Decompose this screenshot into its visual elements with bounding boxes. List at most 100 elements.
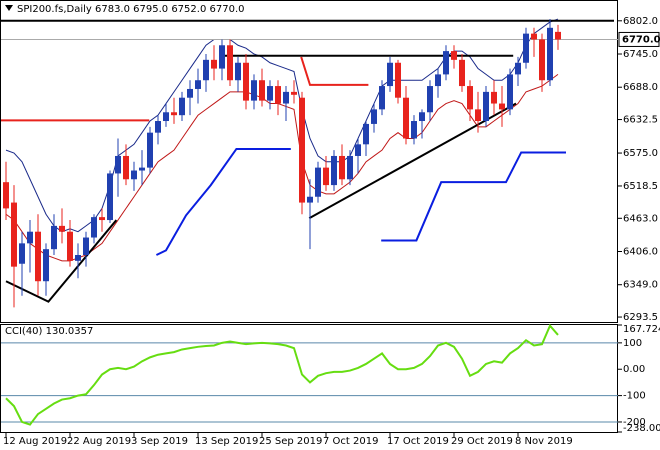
y-tick-label: -238.009: [623, 423, 660, 434]
y-tick-label: 6632.5: [623, 115, 658, 126]
candle-body: [115, 155, 121, 174]
candle-body: [443, 51, 449, 75]
candle-body: [419, 112, 425, 122]
y-tick-label: 6463.0: [623, 213, 658, 224]
candle-body: [219, 45, 225, 69]
candle-body: [515, 62, 521, 75]
x-tick-label: 17 Oct 2019: [387, 436, 449, 447]
candle-body: [211, 59, 217, 69]
overlay-line: [5, 219, 118, 303]
candle-body: [451, 51, 457, 60]
candle-body: [459, 59, 465, 87]
candle-body: [139, 167, 145, 171]
candle-body: [3, 182, 9, 209]
y-tick-label: -200: [623, 417, 646, 428]
x-tick-label: 25 Sep 2019: [259, 436, 322, 447]
y-tick-label: 6406.0: [623, 247, 658, 258]
price-panel: [0, 0, 618, 323]
candle-body: [35, 231, 41, 282]
indicator-line: [5, 323, 559, 426]
candle-body: [19, 243, 25, 264]
candle-body: [195, 80, 201, 89]
indicator-panel: [0, 324, 618, 433]
candle-body: [379, 86, 385, 110]
x-tick-label: 13 Sep 2019: [195, 436, 258, 447]
candle-body: [43, 249, 49, 282]
candle-body: [259, 80, 265, 101]
candle-body: [387, 62, 393, 87]
candle-body: [27, 231, 33, 244]
candle-body: [315, 167, 321, 197]
candle-body: [539, 39, 545, 81]
x-tick-label: 22 Aug 2019: [67, 436, 131, 447]
candle-body: [299, 97, 305, 203]
x-tick-label: 12 Aug 2019: [3, 436, 67, 447]
candle-body: [51, 225, 57, 250]
candle-body: [171, 112, 177, 116]
y-tick-label: 100: [623, 338, 642, 349]
candle-body: [555, 31, 561, 40]
candle-body: [243, 62, 249, 101]
candle-body: [435, 74, 441, 87]
candle-body: [99, 217, 105, 221]
band-line: [5, 18, 559, 233]
candle-body: [179, 97, 185, 116]
candle-body: [131, 170, 137, 180]
band-line: [5, 74, 559, 262]
candle-body: [91, 217, 97, 238]
overlay-line: [155, 147, 291, 256]
candle-body: [475, 109, 481, 122]
candle-body: [123, 155, 129, 180]
candle-body: [227, 45, 233, 81]
candle-body: [395, 62, 401, 98]
candle-body: [147, 132, 153, 168]
current-price-label: 6770.0: [622, 34, 660, 45]
candle-body: [339, 155, 345, 180]
candle-body: [323, 167, 329, 186]
candle-body: [235, 62, 241, 81]
indicator-title: CCI(40) 130.0357: [5, 326, 93, 337]
candle-body: [467, 86, 473, 110]
overlay-line: [381, 151, 566, 242]
candle-body: [363, 123, 369, 145]
candle-body: [203, 59, 209, 81]
candle-body: [83, 237, 89, 256]
candle-body: [523, 33, 529, 63]
x-tick-label: 8 Nov 2019: [515, 436, 573, 447]
menu-arrow[interactable]: [5, 5, 13, 11]
chart-title: SPI200.fs,Daily 6783.0 6795.0 6752.0 677…: [17, 4, 244, 15]
candle-body: [155, 121, 161, 133]
y-tick-label: 6802.0: [623, 16, 658, 27]
y-tick-label: -100: [623, 391, 646, 402]
candle-body: [507, 74, 513, 110]
x-tick-label: 7 Oct 2019: [323, 436, 378, 447]
candle-body: [275, 86, 281, 104]
candle-body: [291, 91, 297, 95]
candle-body: [427, 86, 433, 113]
x-tick-label: 29 Oct 2019: [451, 436, 513, 447]
candle-body: [251, 80, 257, 101]
y-tick-label: 6745.0: [623, 49, 658, 60]
candle-body: [347, 155, 353, 180]
y-tick-label: 6518.5: [623, 181, 658, 192]
overlay-line: [308, 102, 517, 220]
candle-body: [307, 196, 313, 203]
candle-body: [267, 86, 273, 101]
candle-body: [75, 255, 81, 261]
x-tick-label: 3 Sep 2019: [131, 436, 188, 447]
candle-body: [491, 91, 497, 104]
candle-body: [499, 103, 505, 110]
y-tick-label: 6293.5: [623, 312, 658, 323]
candle-body: [411, 121, 417, 139]
candle-body: [59, 225, 65, 232]
candle-body: [67, 231, 73, 261]
candle-body: [371, 109, 377, 124]
candle-body: [547, 27, 553, 81]
candle-body: [355, 144, 361, 156]
candle-body: [483, 91, 489, 122]
y-tick-label: 6688.0: [623, 82, 658, 93]
y-tick-label: 0.00: [623, 364, 645, 375]
candle-body: [531, 33, 537, 40]
candle-body: [163, 112, 169, 122]
